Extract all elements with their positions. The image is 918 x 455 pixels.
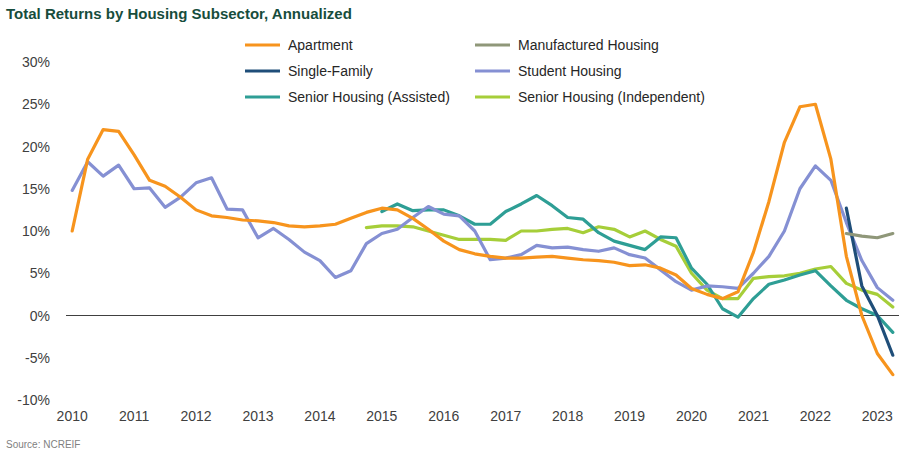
legend-label: Manufactured Housing xyxy=(518,37,659,53)
y-tick-label: -10% xyxy=(17,392,50,408)
lines xyxy=(72,104,893,374)
x-tick-label: 2016 xyxy=(428,408,459,424)
y-tick-label: 5% xyxy=(30,265,50,281)
legend-label: Senior Housing (Independent) xyxy=(518,89,705,105)
x-tick-label: 2023 xyxy=(862,408,893,424)
x-tick-label: 2021 xyxy=(738,408,769,424)
title: Total Returns by Housing Subsector, Annu… xyxy=(6,5,352,22)
y-tick-label: 30% xyxy=(22,54,50,70)
legend-swatch xyxy=(475,95,510,98)
x-tick-label: 2013 xyxy=(242,408,273,424)
x-axis-line xyxy=(66,315,899,316)
x-tick-label: 2011 xyxy=(119,408,149,424)
x-tick-label: 2020 xyxy=(676,408,707,424)
y-tick-label: 10% xyxy=(22,223,50,239)
legend-swatch xyxy=(245,69,280,72)
x-tick-label: 2019 xyxy=(614,408,645,424)
legend-swatch xyxy=(245,95,280,98)
legend-swatch xyxy=(245,43,280,46)
legend-swatch xyxy=(475,43,510,46)
legend-label: Student Housing xyxy=(518,63,622,79)
y-tick-label: 15% xyxy=(22,181,50,197)
x-tick-label: 2015 xyxy=(366,408,397,424)
source: Source: NCREIF xyxy=(6,439,80,450)
legend-label: Single-Family xyxy=(288,63,373,79)
legend-label: Apartment xyxy=(288,37,353,53)
x-tick-label: 2022 xyxy=(800,408,831,424)
x-tick-label: 2014 xyxy=(304,408,335,424)
y-tick-label: 20% xyxy=(22,139,50,155)
y-tick-label: 0% xyxy=(30,308,50,324)
series-line xyxy=(72,104,893,374)
series-line xyxy=(72,162,893,301)
legend-swatch xyxy=(475,69,510,72)
y-tick-label: 25% xyxy=(22,96,50,112)
x-tick-label: 2017 xyxy=(490,408,521,424)
y-tick-label: -5% xyxy=(25,350,50,366)
x-tick-label: 2018 xyxy=(552,408,583,424)
legend-label: Senior Housing (Assisted) xyxy=(288,89,450,105)
series-line xyxy=(846,234,892,238)
x-tick-label: 2010 xyxy=(57,408,88,424)
chart: Total Returns by Housing Subsector, Annu… xyxy=(0,0,918,455)
x-tick-label: 2012 xyxy=(180,408,211,424)
